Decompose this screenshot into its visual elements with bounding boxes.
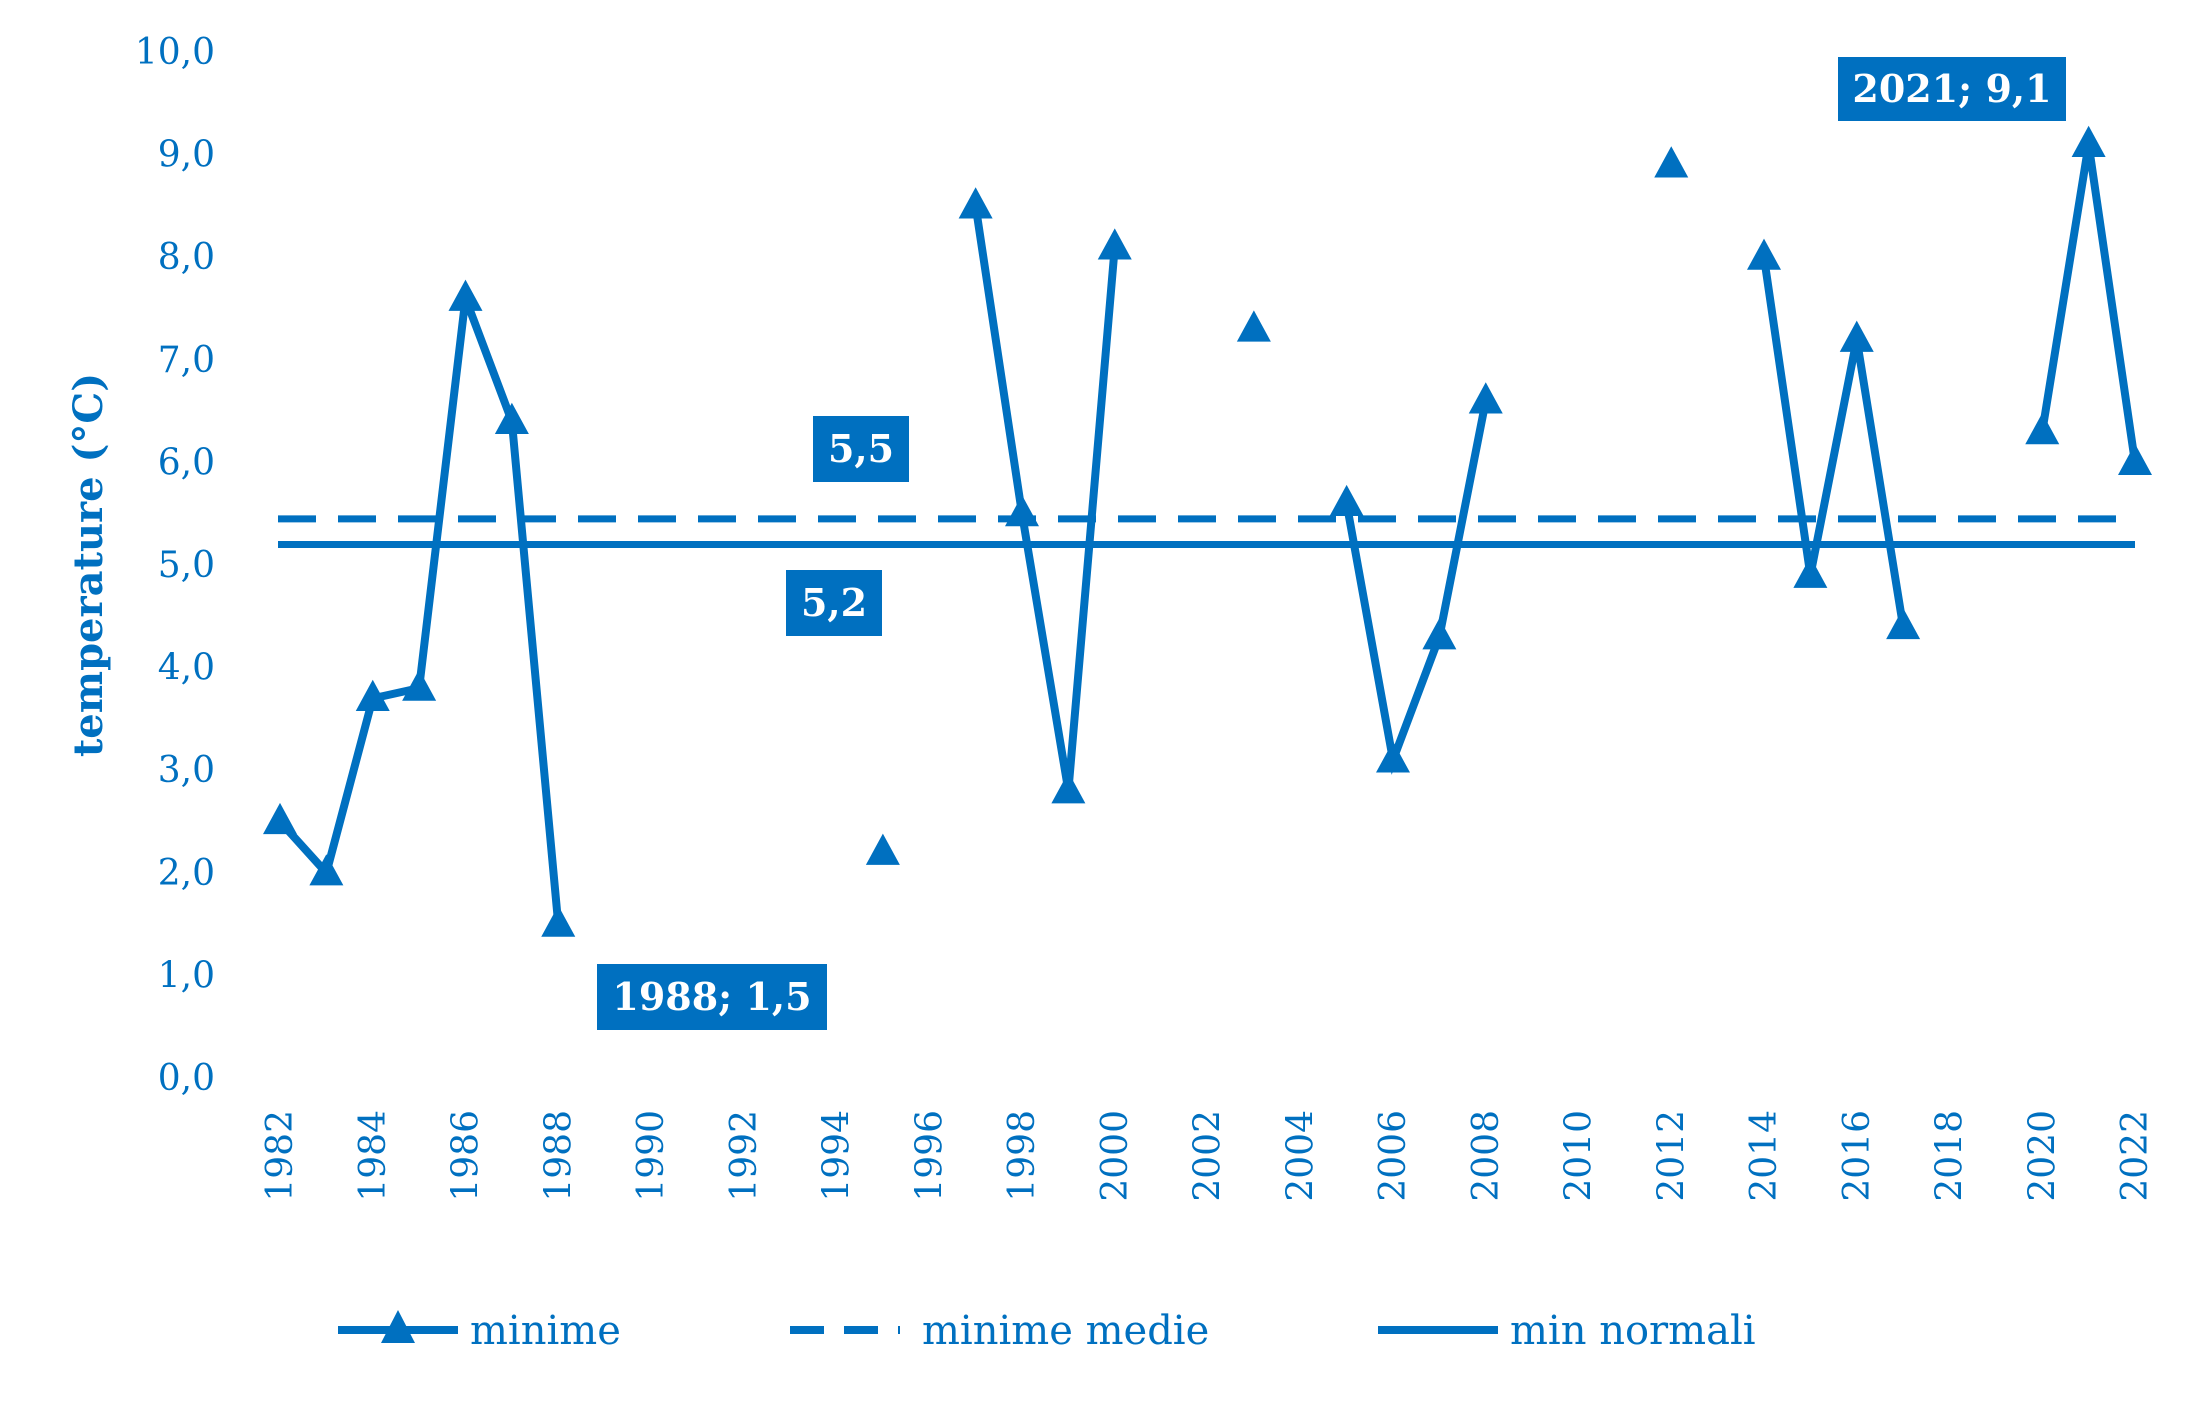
minime-line-segment (2038, 143, 2139, 463)
x-tick-label: 2010 (1559, 1110, 1600, 1202)
minime-point-marker (1422, 618, 1457, 650)
x-tick-label: 2002 (1188, 1110, 1229, 1202)
legend: minime minime medie min normali (338, 1308, 1756, 1354)
annotation-box (813, 416, 909, 482)
x-tick-label: 2018 (1930, 1110, 1971, 1202)
x-tick-label: 1982 (260, 1110, 301, 1202)
minime-point-marker (1747, 238, 1781, 270)
minime-point-marker (2118, 443, 2152, 475)
minime-point-marker (1468, 382, 1503, 414)
minime-line-segment (971, 205, 1119, 792)
x-tick-label: 2006 (1373, 1110, 1414, 1202)
minime-point-marker (263, 802, 297, 835)
legend-label: min normali (1510, 1308, 1756, 1354)
minime-point-marker (494, 402, 529, 434)
minime-line-segment (1342, 400, 1490, 775)
minime-point-marker (1793, 556, 1828, 588)
minime-point-marker (1839, 320, 1874, 352)
legend-marker (381, 1310, 415, 1343)
y-tick-label: 9,0 (158, 135, 215, 176)
minime-point-marker (1376, 741, 1410, 773)
x-tick-label: 1992 (724, 1110, 765, 1202)
y-tick-label: 5,0 (158, 545, 215, 586)
annotation-label: 2021; 9,1 (1852, 66, 2051, 111)
minime-point-marker (1005, 495, 1039, 527)
x-tick-label: 1990 (631, 1110, 672, 1202)
minime-point-marker (1051, 772, 1086, 804)
minime-point-marker (1097, 228, 1132, 260)
minime-point-marker (865, 833, 900, 865)
minime-series (277, 143, 2139, 925)
y-tick-label: 3,0 (158, 750, 215, 791)
x-tick-label: 1986 (446, 1110, 487, 1202)
y-tick-label: 10,0 (135, 32, 215, 73)
y-tick-label: 2,0 (158, 853, 215, 894)
annotations: 2021; 9,1 1988; 1,5 5,5 5,2 (597, 57, 2066, 1030)
x-tick-label: 2000 (1095, 1110, 1136, 1202)
y-tick-label: 6,0 (158, 442, 215, 483)
minime-point-marker (2071, 125, 2106, 157)
x-tick-label: 2008 (1466, 1110, 1507, 1202)
minime-point-marker (1886, 607, 1921, 640)
minime-point-marker (541, 905, 576, 937)
minime-point-marker (355, 679, 390, 711)
legend-label: minime medie (922, 1308, 1209, 1354)
x-tick-label: 2020 (2022, 1110, 2063, 1202)
x-tick-labels: 1982 1984 1986 1988 1990 1992 1994 1996 1998 2000… (260, 1110, 2156, 1202)
minime-point-marker (309, 854, 344, 886)
y-tick-label: 7,0 (158, 340, 215, 381)
x-tick-label: 1984 (353, 1110, 394, 1202)
minime-point-marker (1654, 146, 1689, 178)
minime-markers (263, 125, 2152, 937)
annotation-label: 1988; 1,5 (612, 974, 811, 1019)
annotation-box (786, 570, 882, 636)
annotation-label: 5,5 (828, 426, 894, 471)
y-axis-title: temperature (°C) (65, 373, 112, 757)
minime-point-marker (1329, 484, 1364, 517)
x-tick-label: 2016 (1837, 1110, 1878, 1202)
minime-point-marker (402, 669, 437, 701)
x-tick-label: 2014 (1744, 1110, 1785, 1202)
minime-point-marker (2025, 413, 2060, 445)
x-tick-label: 1988 (538, 1110, 579, 1202)
x-tick-label: 2004 (1280, 1110, 1321, 1202)
minime-line-segment (1760, 256, 1908, 628)
x-tick-label: 1996 (909, 1110, 950, 1202)
y-tick-labels: 0,0 1,0 2,0 3,0 4,0 5,0 6,0 7,0 8,0 9,0 10,0 (135, 32, 215, 1099)
x-tick-label: 1994 (817, 1110, 858, 1202)
y-axis-title-group: temperature (°C) (65, 373, 112, 757)
minime-point-marker (1236, 310, 1271, 342)
x-tick-label: 1998 (1002, 1110, 1043, 1202)
minime-line-segment (277, 296, 563, 925)
x-tick-label: 2022 (2115, 1110, 2156, 1202)
minime-point-marker (448, 279, 483, 311)
x-tick-label: 2012 (1651, 1110, 1692, 1202)
y-tick-label: 4,0 (158, 648, 215, 689)
y-tick-label: 1,0 (158, 955, 215, 996)
annotation-label: 5,2 (801, 580, 867, 625)
annotation-box (597, 964, 827, 1030)
annotation-box (1838, 57, 2066, 121)
reference-lines (278, 515, 2135, 548)
y-tick-label: 8,0 (158, 237, 215, 278)
minime-point-marker (958, 187, 993, 219)
legend-label: minime (470, 1308, 621, 1354)
y-tick-label: 0,0 (158, 1058, 215, 1099)
